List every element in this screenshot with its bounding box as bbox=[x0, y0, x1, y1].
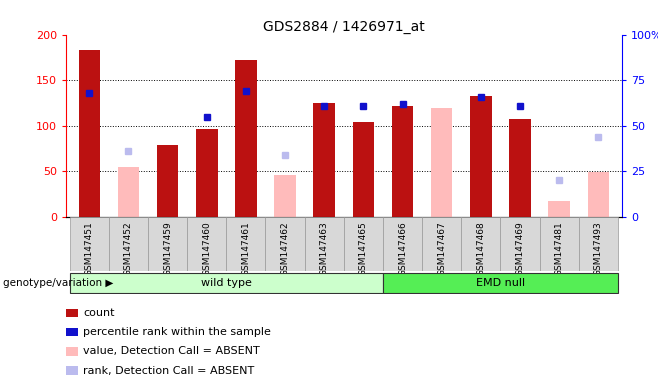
Text: GSM147463: GSM147463 bbox=[320, 221, 329, 276]
Text: wild type: wild type bbox=[201, 278, 252, 288]
Text: EMD null: EMD null bbox=[476, 278, 525, 288]
Bar bbox=[196, 129, 218, 217]
Text: GSM147451: GSM147451 bbox=[85, 221, 94, 276]
FancyBboxPatch shape bbox=[343, 217, 383, 271]
FancyBboxPatch shape bbox=[383, 217, 422, 271]
FancyBboxPatch shape bbox=[461, 217, 501, 271]
Text: GSM147465: GSM147465 bbox=[359, 221, 368, 276]
FancyBboxPatch shape bbox=[187, 217, 226, 271]
Text: GSM147481: GSM147481 bbox=[555, 221, 564, 276]
Text: value, Detection Call = ABSENT: value, Detection Call = ABSENT bbox=[83, 346, 260, 356]
FancyBboxPatch shape bbox=[226, 217, 265, 271]
Bar bbox=[78, 50, 100, 217]
Bar bbox=[470, 96, 492, 217]
Bar bbox=[509, 119, 531, 217]
FancyBboxPatch shape bbox=[305, 217, 343, 271]
Text: GSM147461: GSM147461 bbox=[241, 221, 251, 276]
FancyBboxPatch shape bbox=[422, 217, 461, 271]
Bar bbox=[353, 122, 374, 217]
Text: GSM147467: GSM147467 bbox=[437, 221, 446, 276]
Text: GSM147460: GSM147460 bbox=[202, 221, 211, 276]
Bar bbox=[157, 145, 178, 217]
Bar bbox=[392, 106, 413, 217]
Text: rank, Detection Call = ABSENT: rank, Detection Call = ABSENT bbox=[83, 366, 254, 376]
Text: GSM147462: GSM147462 bbox=[280, 221, 290, 276]
Bar bbox=[431, 108, 453, 217]
Text: GSM147466: GSM147466 bbox=[398, 221, 407, 276]
FancyBboxPatch shape bbox=[501, 217, 540, 271]
Bar bbox=[313, 103, 335, 217]
Text: count: count bbox=[83, 308, 114, 318]
Bar bbox=[588, 172, 609, 217]
Text: GSM147468: GSM147468 bbox=[476, 221, 486, 276]
FancyBboxPatch shape bbox=[265, 217, 305, 271]
FancyBboxPatch shape bbox=[70, 273, 383, 293]
Text: GSM147493: GSM147493 bbox=[594, 221, 603, 276]
Text: GSM147469: GSM147469 bbox=[515, 221, 524, 276]
Bar bbox=[118, 167, 139, 217]
Title: GDS2884 / 1426971_at: GDS2884 / 1426971_at bbox=[263, 20, 424, 33]
FancyBboxPatch shape bbox=[579, 217, 618, 271]
Bar bbox=[431, 108, 453, 217]
FancyBboxPatch shape bbox=[383, 273, 618, 293]
FancyBboxPatch shape bbox=[148, 217, 187, 271]
Text: percentile rank within the sample: percentile rank within the sample bbox=[83, 327, 271, 337]
Text: GSM147459: GSM147459 bbox=[163, 221, 172, 276]
Bar bbox=[274, 175, 296, 217]
FancyBboxPatch shape bbox=[109, 217, 148, 271]
FancyBboxPatch shape bbox=[540, 217, 579, 271]
Text: GSM147452: GSM147452 bbox=[124, 221, 133, 276]
Bar bbox=[235, 60, 257, 217]
Text: genotype/variation ▶: genotype/variation ▶ bbox=[3, 278, 114, 288]
FancyBboxPatch shape bbox=[70, 217, 109, 271]
Bar bbox=[548, 202, 570, 217]
